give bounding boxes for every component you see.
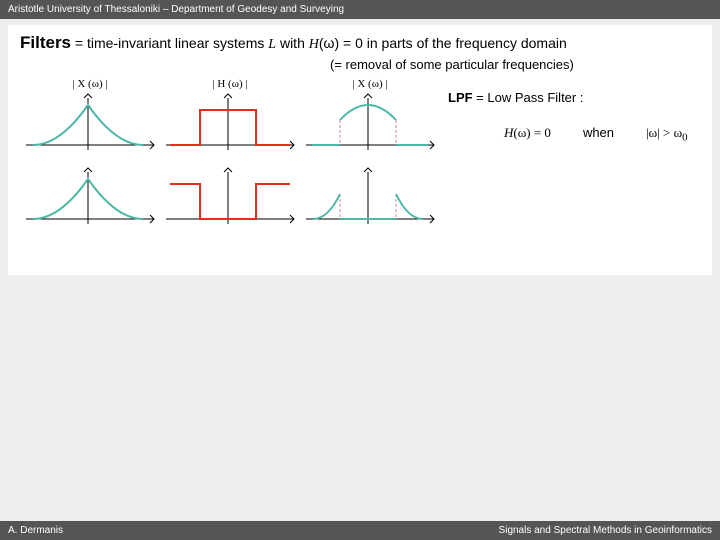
- panel-filter-lpf: [160, 90, 300, 160]
- title-line: Filters = time-invariant linear systems …: [20, 33, 700, 53]
- panel-input-1: [20, 90, 160, 160]
- row-hpf: [20, 164, 700, 234]
- title-H: H: [309, 37, 319, 52]
- title-rest2: with: [276, 35, 309, 51]
- panel-output-hpf: [300, 164, 440, 234]
- label-h: | H (ω) |: [160, 78, 300, 90]
- title-omega: (ω) = 0: [319, 35, 363, 51]
- lpf-hw: H(ω) = 0: [504, 125, 551, 141]
- footer-right: Signals and Spectral Methods in Geoinfor…: [499, 525, 712, 536]
- panel-filter-hpf: [160, 164, 300, 234]
- label-x2: | X (ω) |: [300, 78, 440, 90]
- footer-bar: A. Dermanis Signals and Spectral Methods…: [0, 521, 720, 540]
- right-panel-lpf: LPF = Low Pass Filter : H(ω) = 0 when |ω…: [440, 90, 700, 144]
- panel-input-2: [20, 164, 160, 234]
- header-text: Aristotle University of Thessaloniki – D…: [8, 4, 344, 15]
- row-lpf: LPF = Low Pass Filter : H(ω) = 0 when |ω…: [20, 90, 700, 160]
- label-x1: | X (ω) |: [20, 78, 160, 90]
- lpf-eq-line: H(ω) = 0 when |ω| > ω0: [448, 125, 700, 144]
- title-bold: Filters: [20, 33, 71, 52]
- panel-output-lpf: [300, 90, 440, 160]
- lpf-bold: LPF: [448, 90, 473, 105]
- content-area: Filters = time-invariant linear systems …: [8, 25, 712, 275]
- lpf-title: LPF = Low Pass Filter :: [448, 90, 700, 105]
- title-rest1: = time-invariant linear systems: [71, 35, 268, 51]
- title-L: L: [268, 37, 276, 52]
- lpf-cond: |ω| > ω0: [646, 125, 688, 144]
- lpf-when: when: [583, 125, 614, 140]
- header-bar: Aristotle University of Thessaloniki – D…: [0, 0, 720, 19]
- title-rest3: in parts of the frequency domain: [363, 35, 567, 51]
- footer-left: A. Dermanis: [8, 525, 63, 536]
- subtitle: (= removal of some particular frequencie…: [20, 57, 700, 72]
- labels-row: | X (ω) | | H (ω) | | X (ω) |: [20, 78, 700, 90]
